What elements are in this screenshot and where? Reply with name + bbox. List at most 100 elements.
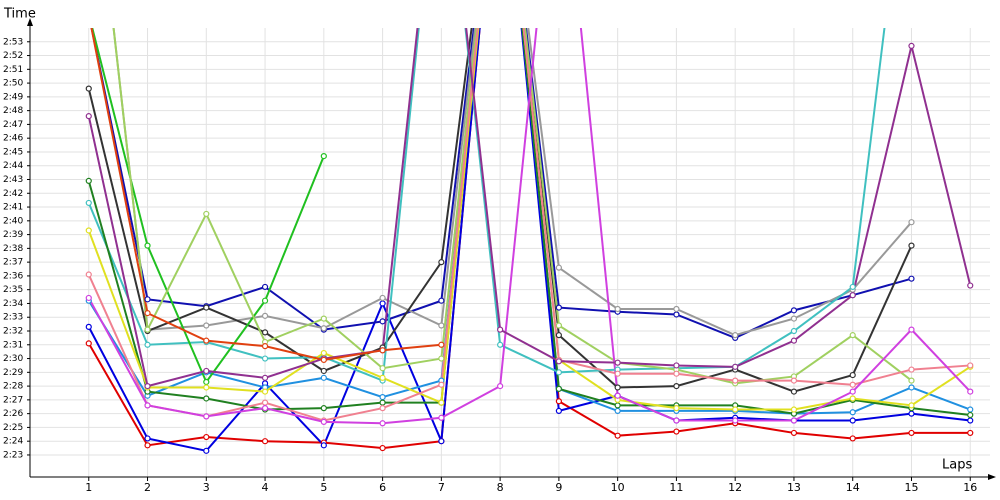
- point: [320, 374, 327, 381]
- y-tick-label: 2:42: [3, 189, 23, 199]
- x-tick-label: 9: [555, 481, 562, 494]
- y-tick-label: 2:40: [3, 216, 23, 226]
- point: [849, 283, 856, 291]
- x-tick-label: 15: [904, 481, 918, 494]
- point: [203, 433, 210, 441]
- point: [732, 363, 739, 370]
- point: [497, 382, 504, 390]
- point: [379, 405, 386, 412]
- y-tick-label: 2:51: [3, 65, 23, 75]
- point: [379, 365, 386, 372]
- x-arrow: [988, 474, 996, 480]
- point: [85, 113, 92, 120]
- point: [908, 366, 915, 373]
- point: [849, 388, 856, 395]
- point: [790, 327, 798, 335]
- point: [614, 407, 621, 414]
- point: [203, 384, 210, 391]
- point: [673, 362, 680, 369]
- point: [614, 392, 621, 399]
- point: [86, 12, 91, 17]
- point: [555, 369, 562, 376]
- y-tick-label: 2:34: [3, 299, 23, 309]
- series-line: [112, 28, 913, 385]
- point: [438, 297, 445, 304]
- x-axis-label: Laps: [942, 458, 972, 473]
- y-tick-label: 2:28: [3, 382, 23, 392]
- y-tick-label: 2:39: [3, 230, 23, 240]
- point: [261, 399, 269, 406]
- point: [261, 388, 269, 395]
- point: [438, 414, 445, 421]
- point: [203, 447, 210, 454]
- point: [379, 300, 386, 307]
- point: [261, 343, 269, 350]
- y-tick-label: 2:48: [3, 106, 23, 116]
- y-tick-label: 2:30: [3, 354, 23, 364]
- point: [86, 12, 91, 17]
- series-line: [90, 28, 912, 339]
- y-axis-label: Time: [3, 7, 36, 22]
- series-line: [87, 28, 913, 393]
- point: [849, 332, 856, 339]
- y-tick-label: 2:25: [3, 423, 23, 433]
- point: [379, 394, 386, 401]
- y-tick-label: 2:37: [3, 258, 23, 268]
- point: [908, 384, 915, 391]
- y-tick-label: 2:26: [3, 409, 23, 419]
- y-tick-label: 2:45: [3, 147, 23, 157]
- series-line: [112, 28, 913, 337]
- point: [614, 370, 621, 377]
- point: [555, 264, 562, 271]
- point: [908, 377, 915, 384]
- point: [673, 370, 680, 377]
- point: [379, 399, 386, 406]
- y-tick-label: 2:29: [3, 368, 23, 378]
- point: [320, 349, 327, 357]
- point: [144, 310, 151, 317]
- point: [673, 405, 680, 412]
- point: [320, 405, 327, 412]
- point: [614, 305, 621, 313]
- point: [732, 417, 739, 424]
- series-line: [87, 28, 971, 425]
- y-tick-label: 2:36: [3, 271, 23, 281]
- point: [497, 341, 504, 348]
- y-tick-label: 2:50: [3, 79, 23, 89]
- point: [555, 322, 562, 329]
- point: [673, 305, 680, 313]
- y-tick-label: 2:33: [3, 313, 23, 323]
- point: [790, 315, 798, 322]
- point: [673, 417, 680, 424]
- x-tick-label: 4: [262, 481, 269, 494]
- y-tick-label: 2:52: [3, 51, 23, 61]
- point: [438, 355, 445, 362]
- point: [555, 358, 562, 365]
- point: [790, 406, 798, 413]
- point: [85, 340, 92, 347]
- point: [320, 356, 327, 364]
- x-tick-label: 14: [846, 481, 860, 494]
- point: [790, 377, 798, 384]
- point: [379, 294, 386, 302]
- point: [144, 242, 151, 249]
- point: [144, 296, 151, 303]
- point: [379, 420, 386, 427]
- point: [85, 85, 92, 92]
- y-tick-label: 2:46: [3, 134, 23, 144]
- x-tick-label: 8: [497, 481, 504, 494]
- y-tick-label: 2:38: [3, 244, 23, 254]
- point: [438, 341, 445, 348]
- y-tick-label: 2:23: [3, 450, 23, 460]
- point: [86, 12, 91, 17]
- point: [203, 210, 210, 218]
- point: [144, 326, 151, 333]
- point: [849, 409, 856, 416]
- point: [497, 326, 504, 333]
- point: [144, 402, 151, 409]
- point: [732, 332, 739, 339]
- point: [614, 402, 621, 409]
- x-tick-label: 1: [85, 481, 92, 494]
- y-tick-label: 2:53: [3, 37, 23, 47]
